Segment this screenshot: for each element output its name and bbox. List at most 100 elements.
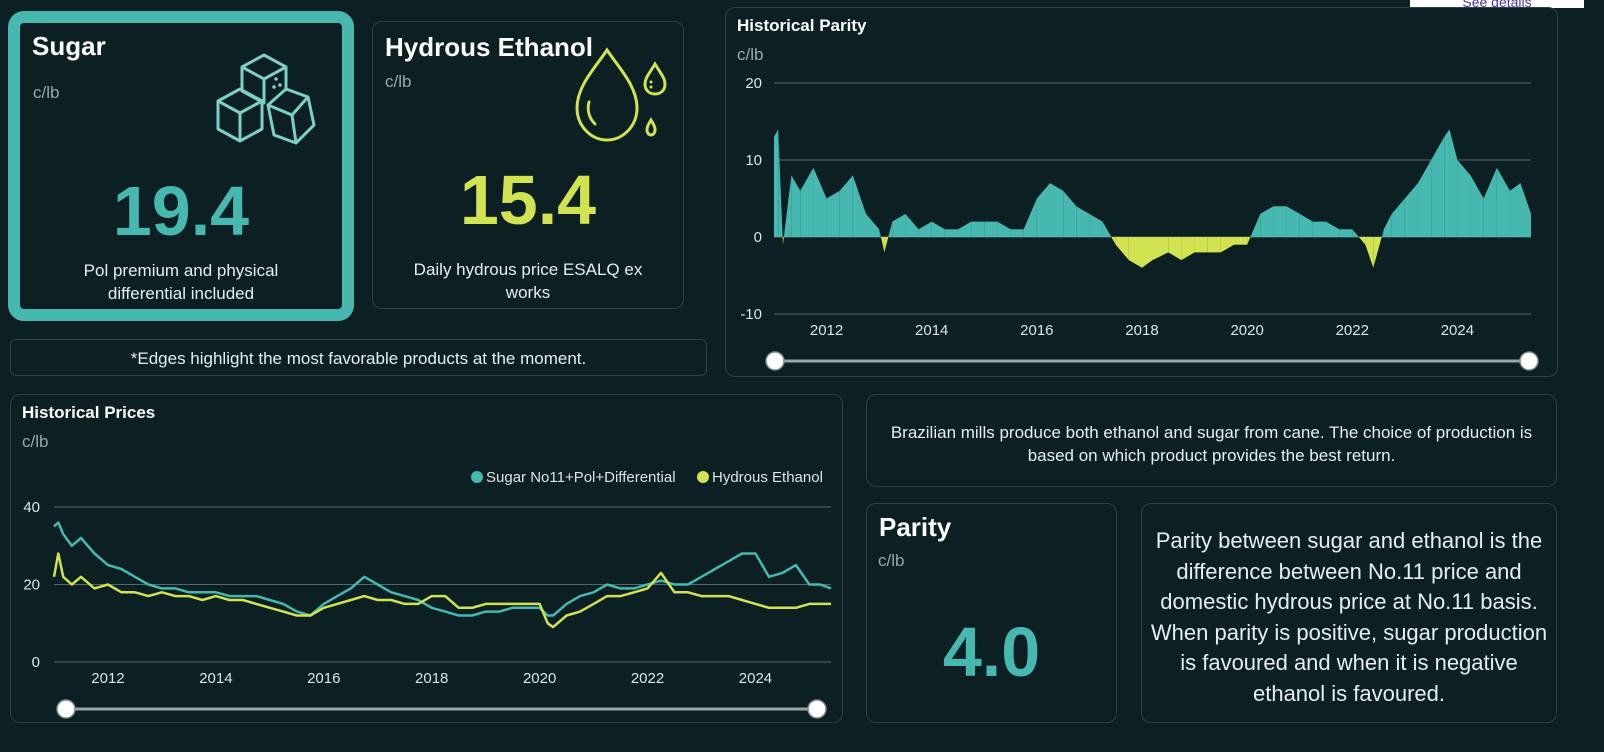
parity-area-segment xyxy=(782,237,784,245)
sugar-price-line xyxy=(53,521,832,617)
parity-area-segment xyxy=(865,213,880,237)
x-tick-label: 2018 xyxy=(1125,322,1158,339)
prices-chart: 40 20 0 2012 2014 2016 2018 2020 2022 2024 Sugar N… xyxy=(23,469,832,719)
parity-area-segment xyxy=(1036,183,1050,237)
parity-area-segment xyxy=(774,129,779,237)
parity-area-segment xyxy=(1220,237,1234,253)
parity-area-segment xyxy=(1417,160,1432,237)
parity-area-segment xyxy=(1233,237,1248,245)
see-details-link[interactable]: See details xyxy=(1410,0,1584,8)
prices-legend: Sugar No11+Pol+Differential Hydrous Ethan… xyxy=(471,469,823,486)
sugar-unit: c/lb xyxy=(33,83,60,102)
parity-area-segment xyxy=(1483,167,1497,237)
parity-area-segment xyxy=(931,221,945,237)
x-tick-label: 2022 xyxy=(1336,322,1369,339)
prices-chart-title: Historical Prices xyxy=(22,403,156,422)
parity-area-segment xyxy=(1496,167,1510,237)
x-tick-label: 2016 xyxy=(1020,322,1053,339)
parity-area-segment xyxy=(1373,237,1382,268)
parity-area-segment xyxy=(984,221,998,237)
ethanol-card: Hydrous Ethanol c/lb 15.4 Daily hydrous … xyxy=(372,21,684,309)
parity-area-segment xyxy=(884,237,889,253)
slider-end-handle[interactable] xyxy=(807,699,827,719)
time-range-slider[interactable] xyxy=(56,699,827,719)
parity-area-segment xyxy=(1520,183,1531,237)
parity-area-segment xyxy=(791,175,801,237)
ethanol-title: Hydrous Ethanol xyxy=(385,32,594,62)
parity-area-segment xyxy=(1076,206,1090,237)
see-details-label: See details xyxy=(1462,0,1532,8)
x-tick-label: 2014 xyxy=(915,322,948,339)
parity-chart-unit: c/lb xyxy=(737,45,764,64)
note-box: *Edges highlight the most favorable prod… xyxy=(10,339,707,376)
slider-start-handle[interactable] xyxy=(765,351,785,371)
parity-area-segment xyxy=(1207,237,1221,253)
y-tick-label: 0 xyxy=(754,229,762,246)
x-tick-label: 2018 xyxy=(415,670,448,687)
prices-chart-unit: c/lb xyxy=(22,432,49,451)
parity-area-segment xyxy=(1063,190,1077,237)
parity-area-segment xyxy=(971,221,985,237)
y-tick-label: 40 xyxy=(23,499,40,516)
ethanol-price-line xyxy=(52,552,831,629)
parity-area-segment xyxy=(839,175,853,237)
parity-area-segment xyxy=(1444,129,1450,237)
parity-description-box: Parity between sugar and ethanol is the … xyxy=(1141,503,1557,723)
parity-area-segment xyxy=(1286,206,1300,237)
parity-area-segment xyxy=(944,229,958,237)
parity-area-segment xyxy=(1325,221,1340,237)
parity-card: Parity c/lb 4.0 xyxy=(866,503,1117,723)
parity-area-segment xyxy=(1470,175,1484,237)
legend-marker-ethanol xyxy=(697,471,709,483)
parity-area-segment xyxy=(879,229,881,237)
parity-area-segment xyxy=(1365,237,1374,268)
sugar-value: 19.4 xyxy=(112,172,250,250)
info-box: Brazilian mills produce both ethanol and… xyxy=(866,394,1557,487)
parity-area-segment xyxy=(813,167,827,237)
x-tick-label: 2020 xyxy=(523,670,556,687)
legend-label-sugar: Sugar No11+Pol+Differential xyxy=(486,469,676,486)
parity-title: Parity xyxy=(879,512,952,542)
parity-area-segment xyxy=(1141,237,1153,268)
parity-area-segment xyxy=(1152,237,1169,261)
parity-unit: c/lb xyxy=(878,551,905,570)
parity-area-segment xyxy=(1339,229,1353,237)
parity-area-segment xyxy=(1273,206,1287,237)
parity-area-segment xyxy=(1010,229,1024,237)
parity-area-segment xyxy=(1404,183,1418,237)
parity-area-segment xyxy=(1431,136,1445,237)
note-text: *Edges highlight the most favorable prod… xyxy=(130,349,587,368)
parity-area-segment xyxy=(1023,198,1037,237)
slider-end-handle[interactable] xyxy=(1519,351,1539,371)
parity-chart: 20 10 0 -10 2012 2014 2016 2018 2020 2022 2024 xyxy=(740,75,1539,371)
x-tick-label: 2024 xyxy=(739,670,772,687)
parity-area-segment xyxy=(1194,237,1208,253)
parity-chart-card: Historical Parity c/lb 20 10 0 -10 2012 2014 2… xyxy=(725,7,1558,377)
parity-area-segment xyxy=(1089,213,1103,237)
parity-area-segment xyxy=(778,129,783,237)
parity-value: 4.0 xyxy=(942,613,1041,691)
y-tick-label: 0 xyxy=(32,654,40,671)
parity-area-segment xyxy=(1168,237,1182,261)
time-range-slider[interactable] xyxy=(765,351,1539,371)
parity-area-segment xyxy=(1312,221,1326,237)
slider-start-handle[interactable] xyxy=(56,699,76,719)
parity-area-segment xyxy=(957,221,972,237)
y-tick-label: 20 xyxy=(23,577,40,594)
parity-chart-title: Historical Parity xyxy=(737,16,867,35)
parity-area-segment xyxy=(888,221,893,237)
parity-area-segment xyxy=(783,175,792,237)
parity-area-segment xyxy=(1115,237,1129,261)
parity-area-segment xyxy=(905,213,919,237)
y-tick-label: 10 xyxy=(745,152,762,169)
parity-area-segment xyxy=(800,167,814,237)
parity-area-segment xyxy=(1509,183,1521,237)
x-tick-label: 2014 xyxy=(199,670,232,687)
parity-description: Parity between sugar and ethanol is the … xyxy=(1150,528,1548,706)
y-tick-label: 20 xyxy=(745,75,762,92)
prices-chart-card: Historical Prices c/lb 40 20 0 2012 2014 2016… xyxy=(10,394,843,723)
parity-area-segment xyxy=(1358,237,1366,245)
x-tick-label: 2022 xyxy=(631,670,664,687)
x-tick-label: 2024 xyxy=(1441,322,1474,339)
parity-area-segment xyxy=(1352,229,1359,237)
